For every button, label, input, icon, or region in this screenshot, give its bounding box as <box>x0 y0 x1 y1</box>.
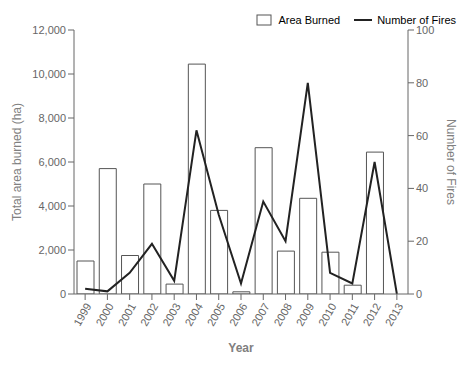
svg-text:1999: 1999 <box>71 301 94 328</box>
svg-text:2011: 2011 <box>339 301 361 327</box>
svg-text:40: 40 <box>416 182 428 194</box>
svg-text:2007: 2007 <box>249 301 272 328</box>
svg-text:2008: 2008 <box>271 301 294 328</box>
svg-text:2004: 2004 <box>182 301 205 328</box>
svg-text:0: 0 <box>416 288 422 300</box>
svg-text:60: 60 <box>416 130 428 142</box>
svg-text:2012: 2012 <box>360 301 383 328</box>
svg-text:12,000: 12,000 <box>32 24 66 36</box>
svg-text:2000: 2000 <box>93 301 116 328</box>
svg-text:2002: 2002 <box>138 301 161 328</box>
svg-text:0: 0 <box>60 288 66 300</box>
svg-text:80: 80 <box>416 77 428 89</box>
svg-text:Total area burned (ha): Total area burned (ha) <box>10 103 24 221</box>
svg-text:2013: 2013 <box>383 301 406 328</box>
svg-text:2,000: 2,000 <box>38 244 66 256</box>
svg-text:20: 20 <box>416 235 428 247</box>
svg-text:8,000: 8,000 <box>38 112 66 124</box>
html-text:Area Burned: Area Burned <box>278 14 341 26</box>
svg-text:2003: 2003 <box>160 301 183 328</box>
svg-text:2005: 2005 <box>205 301 228 328</box>
svg-text:Year: Year <box>228 341 254 355</box>
svg-text:Number of Fires: Number of Fires <box>444 119 458 205</box>
svg-text:2006: 2006 <box>227 301 250 328</box>
svg-text:2009: 2009 <box>294 301 317 328</box>
html-text:Number of Fires: Number of Fires <box>377 14 456 26</box>
svg-text:10,000: 10,000 <box>32 68 66 80</box>
svg-text:2010: 2010 <box>316 301 339 328</box>
svg-text:4,000: 4,000 <box>38 200 66 212</box>
svg-text:6,000: 6,000 <box>38 156 66 168</box>
svg-text:2001: 2001 <box>116 301 139 328</box>
svg-text:100: 100 <box>416 24 434 36</box>
